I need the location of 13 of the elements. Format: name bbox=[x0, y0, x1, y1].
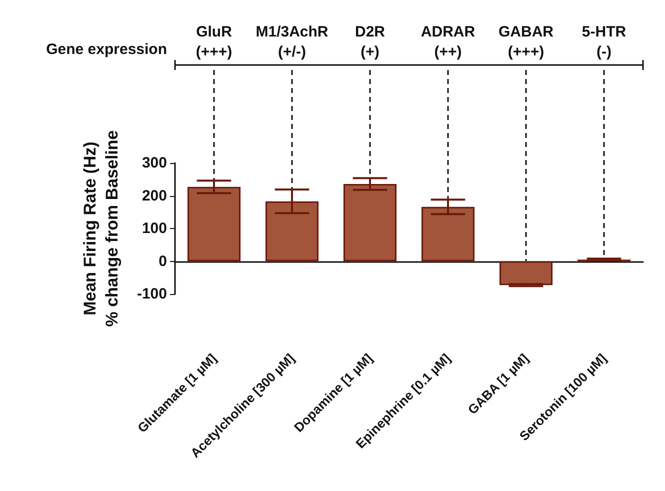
text: 5-HTR (-) bbox=[582, 24, 626, 60]
y-tick-label: 200 bbox=[142, 187, 167, 204]
text: GABAR (+++) bbox=[498, 24, 554, 60]
text: ADRAR (++) bbox=[420, 24, 476, 60]
y-tick-label: 100 bbox=[142, 220, 167, 237]
y-tick-label: 0 bbox=[158, 252, 167, 270]
y-axis-title: Mean Firing Rate (Hz) % change from Baseline bbox=[80, 130, 122, 327]
text: M1/3AchR (+/-) bbox=[256, 24, 328, 60]
text: GluR (+++) bbox=[196, 24, 232, 60]
y-tick-label: 300 bbox=[142, 154, 167, 172]
text: D2R (+) bbox=[354, 24, 386, 60]
text: Gene expression bbox=[46, 41, 168, 58]
y-tick-label: -100 bbox=[136, 286, 167, 302]
